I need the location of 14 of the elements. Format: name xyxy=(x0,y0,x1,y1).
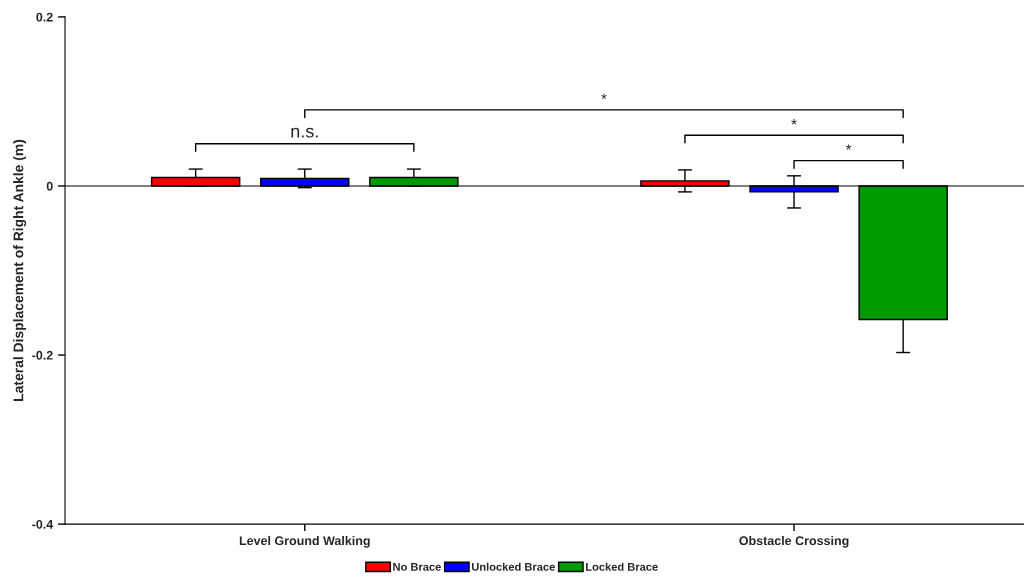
legend-label: Unlocked Brace xyxy=(471,562,555,571)
x-tick-label: Level Ground Walking xyxy=(239,535,370,548)
y-tick-label: -0.2 xyxy=(32,350,53,360)
y-tick-label: 0 xyxy=(46,181,53,191)
y-tick-label: 0.2 xyxy=(36,12,53,22)
legend-label: Locked Brace xyxy=(586,562,658,571)
annotation: n.s. xyxy=(291,127,318,138)
legend-label: No Brace xyxy=(393,563,441,571)
y-axis-title: Lateral Displacement of Right Ankle (m) xyxy=(13,139,27,401)
annotation: * xyxy=(791,119,797,125)
annotation: * xyxy=(601,93,607,100)
annotation: * xyxy=(845,144,852,150)
y-tick-label: -0.4 xyxy=(32,519,54,529)
x-tick-label: Obstacle Crossing xyxy=(739,535,849,548)
